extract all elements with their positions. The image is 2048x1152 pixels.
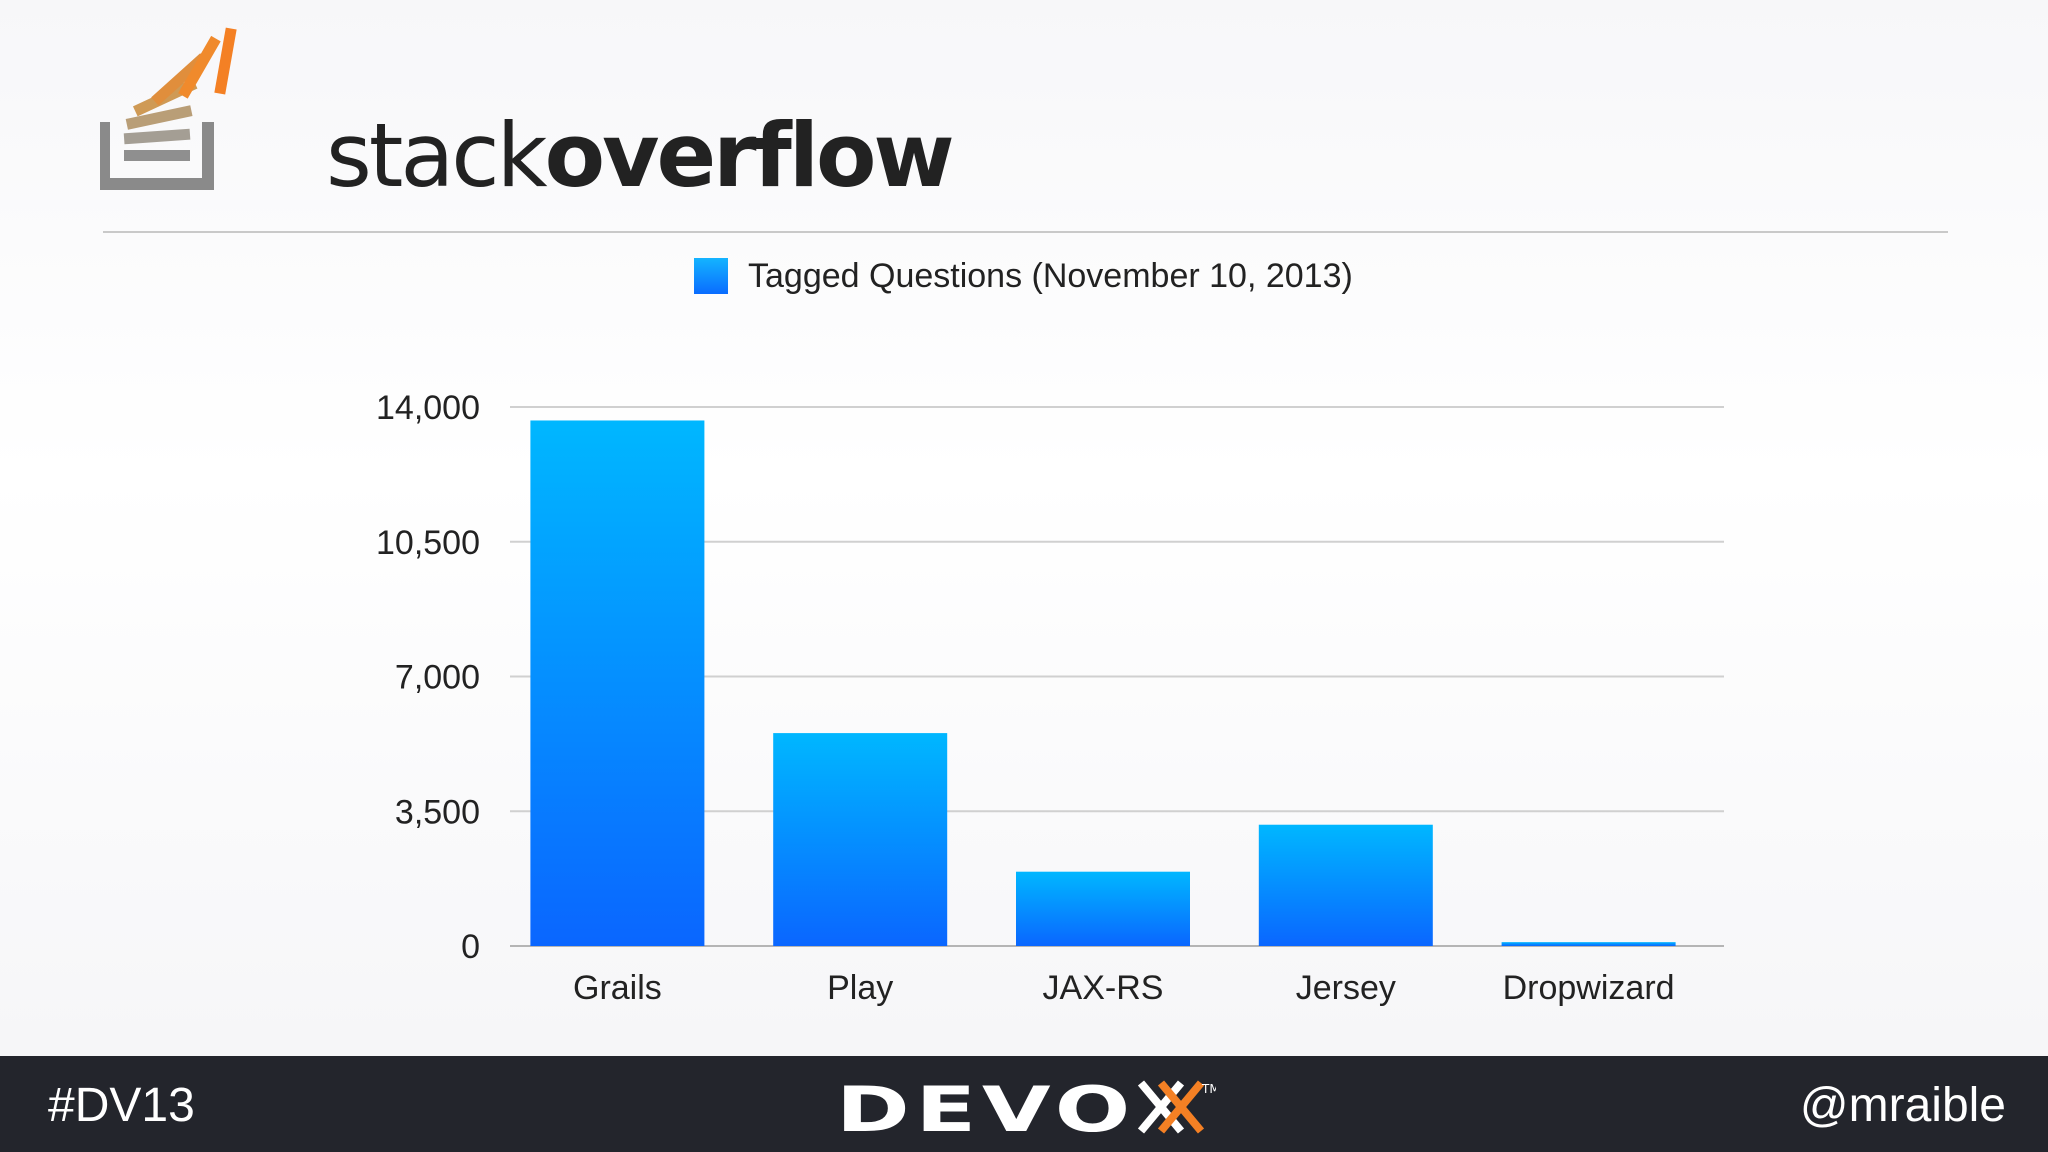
bar-grails (530, 420, 705, 947)
twitter-handle: @mraible (1799, 1079, 2006, 1132)
bar-dropwizard (1501, 942, 1676, 946)
x-tick-label: Dropwizard (1503, 969, 1675, 1007)
bar-play (773, 733, 948, 946)
logo-word-light: stack (326, 104, 548, 207)
y-tick-label: 7,000 (395, 659, 480, 697)
bar-jax-rs (1016, 871, 1190, 946)
bar-chart: 0 3,500 7,000 10,500 14,000 Grails Play JAX-RS J… (376, 389, 1724, 1007)
y-tick-label: 10,500 (376, 524, 480, 562)
x-tick-label: Jersey (1296, 969, 1396, 1007)
footer-bar: #DV13 DEVO TM @mraible (0, 1056, 2048, 1152)
header-divider (103, 231, 1948, 233)
svg-text:DEVO: DEVO (836, 1073, 1136, 1137)
y-tick-label: 14,000 (376, 389, 480, 427)
bars (530, 420, 1676, 947)
y-tick-label: 3,500 (395, 793, 480, 831)
stackoverflow-logo: stackoverflow (100, 22, 955, 202)
legend-swatch (694, 258, 728, 294)
x-tick-label: Play (827, 969, 893, 1007)
svg-text:TM: TM (1201, 1082, 1216, 1096)
axis-labels: 0 3,500 7,000 10,500 14,000 Grails Play JAX-RS J… (376, 389, 1675, 1007)
legend-label: Tagged Questions (November 10, 2013) (748, 256, 1353, 295)
logo-wordmark: stackoverflow (326, 112, 955, 200)
x-tick-label: JAX-RS (1043, 969, 1164, 1007)
x-tick-label: Grails (573, 969, 662, 1007)
chart-legend: Tagged Questions (November 10, 2013) (694, 256, 1353, 296)
devoxx-logo: DEVO TM (836, 1073, 1216, 1137)
bar-jersey (1258, 824, 1433, 946)
logo-word-bold: overflow (544, 104, 955, 207)
event-hashtag: #DV13 (48, 1079, 195, 1132)
stack-icon (100, 27, 237, 190)
y-tick-label: 0 (461, 928, 480, 966)
slide: stackoverflow Tagged Questions (November… (0, 0, 2048, 1056)
